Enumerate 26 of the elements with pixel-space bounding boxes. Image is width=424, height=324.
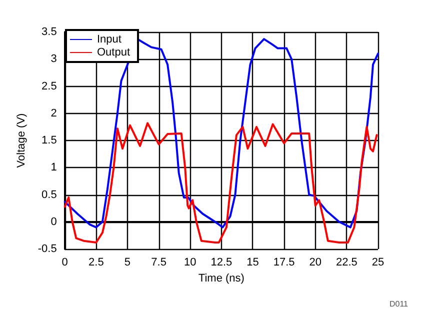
x-tick-label: 10 [184, 256, 196, 268]
x-tick-label: 20 [309, 256, 322, 268]
x-tick-label: 5 [124, 256, 131, 268]
x-axis-title: Time (ns) [198, 272, 244, 284]
line-series [64, 122, 378, 244]
x-tick-label: 7.5 [151, 256, 166, 268]
y-tick-label: 0.5 [42, 188, 57, 201]
y-tick-label: 3 [50, 53, 57, 66]
y-axis-title: Voltage (V) [16, 113, 28, 168]
x-tick-label: 2.5 [88, 256, 104, 268]
y-tick-label: 2.5 [42, 80, 57, 92]
y-tick-label: 0 [50, 216, 57, 228]
y-tick-label: 1.5 [42, 134, 57, 146]
y-tick-label: 2 [50, 107, 57, 120]
x-tick-label: 17.5 [273, 256, 295, 268]
text: D011 [389, 300, 409, 308]
x-tick-label: 25 [372, 256, 384, 268]
x-tick-label: 15 [246, 256, 259, 268]
legend-label: Input [97, 34, 122, 46]
x-tick-label: 0 [62, 256, 68, 268]
x-tick-label: 12.5 [210, 256, 232, 268]
y-tick-label: -0.5 [38, 243, 57, 255]
y-tick-label: 3.5 [42, 26, 57, 38]
x-tick-label: 22.5 [336, 256, 358, 268]
legend-label: Output [97, 46, 130, 58]
y-tick-label: 1 [50, 162, 57, 174]
